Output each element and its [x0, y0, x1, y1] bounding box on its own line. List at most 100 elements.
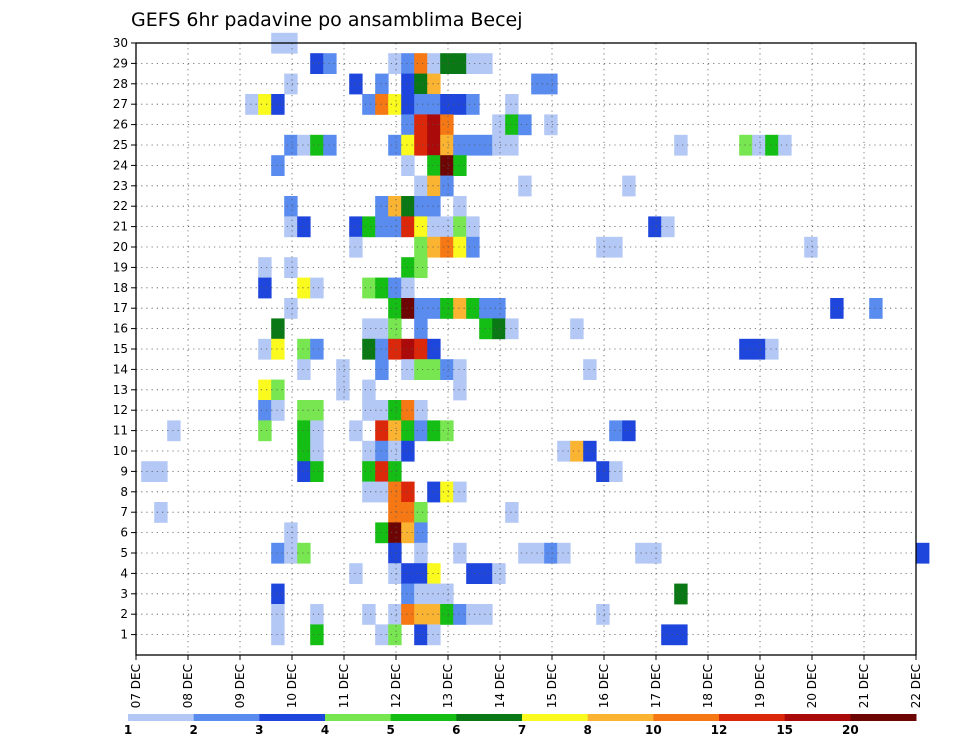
heatmap-cell: [427, 298, 441, 319]
y-tick-label: 4: [120, 566, 128, 580]
heatmap-cell: [375, 216, 389, 238]
heatmap-cell: [258, 379, 272, 401]
heatmap-cell: [349, 236, 363, 258]
heatmap-cell: [271, 400, 285, 421]
heatmap-cell: [401, 196, 415, 217]
heatmap-cell: [622, 420, 636, 442]
heatmap-cell: [271, 338, 285, 360]
heatmap-cell: [427, 624, 441, 646]
heatmap-cell: [427, 338, 441, 360]
heatmap-cell: [916, 542, 930, 564]
heatmap-cell: [375, 338, 389, 360]
gridlines: [136, 43, 916, 655]
colorbar-label: 6: [452, 723, 460, 737]
heatmap-cell: [804, 236, 818, 258]
heatmap-cell: [414, 298, 428, 319]
heatmap-cell: [570, 440, 584, 462]
heatmap-cell: [427, 359, 441, 380]
heatmap-cell: [414, 257, 428, 278]
heatmap-cell: [505, 134, 519, 156]
colorbar-label: 3: [255, 723, 263, 737]
heatmap-cell: [414, 94, 428, 115]
heatmap-cell: [349, 420, 363, 442]
heatmap-cell: [167, 420, 181, 442]
heatmap-cell: [297, 440, 311, 462]
heatmap-cell: [414, 583, 428, 605]
y-tick-label: 7: [120, 505, 128, 519]
heatmap-cell: [258, 257, 272, 278]
colorbar-label: 20: [842, 723, 859, 737]
heatmap-cell: [388, 134, 402, 156]
heatmap-cell: [388, 502, 402, 523]
heatmap-cell: [440, 114, 454, 136]
heatmap-cell: [323, 53, 337, 74]
heatmap-cell: [388, 338, 402, 360]
heatmap-cell: [349, 216, 363, 238]
heatmap-cell: [258, 94, 272, 115]
heatmap-cell: [427, 94, 441, 115]
heatmap-cell: [141, 461, 155, 482]
heatmap-cell: [414, 236, 428, 258]
heatmap-cell: [466, 236, 480, 258]
heatmap-cell: [297, 461, 311, 482]
x-tick-label: 11 DEC: [337, 664, 351, 708]
heatmap-cell: [466, 298, 480, 319]
heatmap-cell: [401, 359, 415, 380]
y-tick-label: 30: [113, 36, 128, 50]
heatmap-cell: [479, 298, 493, 319]
heatmap-cell: [518, 542, 532, 564]
heatmap-cell: [362, 318, 376, 340]
heatmap-cell: [453, 298, 467, 319]
heatmap-cell: [453, 236, 467, 258]
heatmap-cell: [557, 542, 571, 564]
x-tick-label: 13 DEC: [441, 664, 455, 708]
heatmap-cells: [141, 32, 930, 646]
heatmap-cell: [466, 563, 480, 584]
heatmap-cell: [271, 542, 285, 564]
y-tick-label: 5: [120, 546, 128, 560]
heatmap-cell: [414, 196, 428, 217]
heatmap-cell: [427, 583, 441, 605]
y-tick-label: 8: [120, 485, 128, 499]
heatmap-cell: [531, 73, 545, 95]
heatmap-cell: [362, 461, 376, 482]
heatmap-cell: [466, 53, 480, 74]
x-tick-label: 17 DEC: [649, 664, 663, 708]
y-tick-label: 10: [113, 444, 128, 458]
heatmap-cell: [661, 624, 675, 646]
heatmap-cell: [414, 338, 428, 360]
heatmap-cell: [310, 277, 324, 299]
heatmap-cell: [674, 624, 688, 646]
heatmap-cell: [609, 420, 623, 442]
heatmap-cell: [401, 420, 415, 442]
heatmap-cell: [284, 196, 298, 217]
heatmap-cell: [258, 277, 272, 299]
y-tick-label: 12: [113, 403, 128, 417]
heatmap-cell: [310, 624, 324, 646]
heatmap-cell: [362, 277, 376, 299]
heatmap-cell: [414, 318, 428, 340]
heatmap-cell: [310, 461, 324, 482]
heatmap-cell: [375, 461, 389, 482]
heatmap-cell: [609, 461, 623, 482]
heatmap-cell: [466, 604, 480, 625]
heatmap-cell: [401, 298, 415, 319]
heatmap-cell: [362, 481, 376, 503]
heatmap-cell: [596, 461, 610, 482]
heatmap-cell: [440, 604, 454, 625]
y-tick-label: 15: [113, 342, 128, 356]
heatmap-cell: [440, 359, 454, 380]
heatmap-cell: [739, 338, 753, 360]
heatmap-cell: [453, 155, 467, 176]
heatmap-cell: [440, 583, 454, 605]
heatmap-cell: [401, 583, 415, 605]
heatmap-cell: [583, 359, 597, 380]
heatmap-cell: [362, 440, 376, 462]
heatmap-cell: [284, 257, 298, 278]
x-tick-label: 18 DEC: [701, 664, 715, 708]
heatmap-cell: [427, 175, 441, 197]
heatmap-cell: [440, 53, 454, 74]
colorbar-label: 4: [321, 723, 329, 737]
heatmap-cell: [830, 298, 844, 319]
x-tick-label: 20 DEC: [805, 664, 819, 708]
